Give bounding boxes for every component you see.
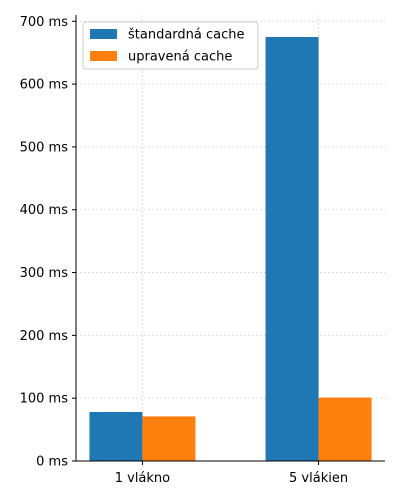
- y-tick-label: 400 ms: [20, 203, 69, 218]
- bars-layer: [89, 36, 372, 462]
- y-tick-label: 200 ms: [20, 329, 69, 344]
- bar: [142, 416, 196, 461]
- axes-layer: [75, 15, 385, 462]
- x-tick-label: 5 vlákien: [289, 471, 348, 486]
- y-tick-label: 100 ms: [20, 392, 69, 407]
- ticks-layer: 0 ms 100 ms 200 ms 300 ms 400 ms 500 ms 600 ms…: [20, 15, 348, 486]
- y-tick-label: 500 ms: [20, 140, 69, 155]
- legend: štandardná cache upravená cache: [82, 21, 259, 70]
- y-tick-label: 700 ms: [20, 15, 69, 30]
- y-tick-label: 300 ms: [20, 266, 69, 281]
- y-tick-label: 0 ms: [36, 455, 68, 470]
- legend-label-standard: štandardná cache: [128, 28, 245, 43]
- legend-swatch-modified: [90, 51, 117, 61]
- legend-label-modified: upravená cache: [128, 50, 232, 65]
- bar: [265, 36, 319, 462]
- legend-swatch-standard: [90, 29, 117, 39]
- legend-frame: [82, 21, 259, 70]
- bar: [89, 412, 143, 461]
- x-tick-label: 1 vlákno: [115, 471, 170, 486]
- y-tick-label: 600 ms: [20, 78, 69, 93]
- bar: [318, 397, 372, 461]
- grid-layer: [76, 15, 385, 462]
